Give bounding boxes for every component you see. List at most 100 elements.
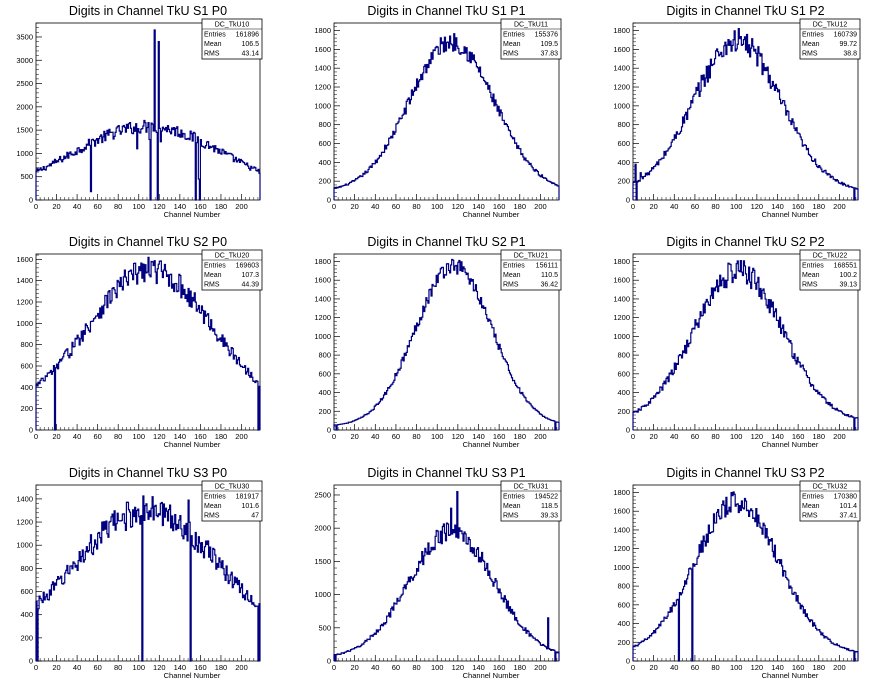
y-tick-label: 0 bbox=[626, 657, 630, 666]
plot-frame bbox=[333, 484, 560, 662]
stats-label: Entries bbox=[503, 32, 525, 39]
stats-label: RMS bbox=[503, 513, 519, 520]
stats-value: 110.5 bbox=[541, 272, 558, 279]
x-tick-label: 180 bbox=[813, 663, 826, 672]
panel-title: Digits in Channel TkU S3 P0 bbox=[69, 466, 227, 480]
y-tick-label: 1800 bbox=[314, 26, 331, 35]
stats-name: DC_TkU22 bbox=[813, 253, 848, 260]
stats-label: RMS bbox=[802, 282, 818, 289]
y-tick-label: 1600 bbox=[613, 45, 630, 54]
y-tick-label: 200 bbox=[20, 404, 33, 413]
x-tick-label: 0 bbox=[332, 663, 336, 672]
y-tick-label: 800 bbox=[20, 340, 33, 349]
stats-label: Mean bbox=[204, 272, 222, 279]
x-tick-label: 120 bbox=[153, 202, 166, 211]
x-tick-label: 20 bbox=[52, 202, 60, 211]
x-axis-label: Channel Number bbox=[164, 210, 221, 219]
x-tick-label: 80 bbox=[114, 202, 122, 211]
x-tick-label: 80 bbox=[711, 202, 719, 211]
y-tick-label: 800 bbox=[318, 120, 331, 129]
y-tick-label: 1000 bbox=[314, 590, 331, 599]
stats-name: DC_TkU11 bbox=[514, 22, 548, 29]
x-tick-label: 0 bbox=[332, 432, 336, 441]
y-tick-label: 1000 bbox=[16, 541, 33, 550]
stats-value: 101.6 bbox=[241, 503, 259, 510]
y-tick-label: 3500 bbox=[16, 32, 33, 41]
y-tick-label: 0 bbox=[327, 196, 331, 205]
x-tick-label: 40 bbox=[670, 432, 678, 441]
x-tick-label: 200 bbox=[235, 663, 248, 672]
y-tick-label: 500 bbox=[20, 172, 33, 181]
x-axis-label: Channel Number bbox=[164, 440, 221, 449]
x-tick-label: 0 bbox=[34, 202, 38, 211]
y-tick-label: 400 bbox=[617, 158, 630, 167]
y-tick-label: 1800 bbox=[314, 257, 331, 266]
stats-value: 99.72 bbox=[839, 41, 857, 48]
histogram-panel: Digits in Channel TkU S2 P2 0 20 40 60 80 100 1… bbox=[613, 235, 861, 449]
x-tick-label: 100 bbox=[132, 663, 145, 672]
x-tick-label: 40 bbox=[371, 663, 379, 672]
stats-label: Mean bbox=[503, 503, 521, 510]
x-tick-label: 120 bbox=[153, 663, 166, 672]
x-tick-label: 120 bbox=[751, 663, 764, 672]
x-tick-label: 140 bbox=[174, 202, 187, 211]
x-tick-label: 20 bbox=[649, 432, 657, 441]
x-axis-label: Channel Number bbox=[762, 210, 819, 219]
y-tick-label: 600 bbox=[617, 139, 630, 148]
histogram-line bbox=[632, 28, 859, 201]
x-tick-label: 200 bbox=[235, 202, 248, 211]
stats-label: Mean bbox=[802, 503, 820, 510]
x-tick-label: 140 bbox=[174, 663, 187, 672]
x-axis-label: Channel Number bbox=[164, 671, 221, 680]
y-tick-label: 200 bbox=[20, 633, 33, 642]
histogram-panel: Digits in Channel TkU S2 P0 0 20 40 60 80 100 1… bbox=[16, 235, 263, 449]
x-tick-label: 40 bbox=[670, 663, 678, 672]
plot-frame bbox=[333, 22, 560, 201]
stats-label: RMS bbox=[204, 513, 220, 520]
x-tick-label: 80 bbox=[114, 663, 122, 672]
y-tick-label: 200 bbox=[318, 407, 331, 416]
y-tick-label: 1400 bbox=[613, 64, 630, 73]
stats-name: DC_TkU31 bbox=[514, 484, 549, 491]
histogram-panel: Digits in Channel TkU S1 P1 0 20 40 60 80 100 1… bbox=[314, 4, 562, 219]
y-tick-label: 1200 bbox=[613, 313, 630, 322]
x-tick-label: 60 bbox=[93, 202, 101, 211]
y-tick-label: 2000 bbox=[314, 524, 331, 533]
y-tick-label: 1400 bbox=[613, 525, 630, 534]
y-tick-label: 400 bbox=[617, 388, 630, 397]
x-tick-label: 120 bbox=[452, 202, 465, 211]
stats-label: Mean bbox=[503, 272, 521, 279]
x-tick-label: 60 bbox=[691, 202, 699, 211]
x-tick-label: 40 bbox=[371, 202, 379, 211]
x-tick-label: 80 bbox=[412, 202, 420, 211]
x-tick-label: 100 bbox=[431, 202, 444, 211]
y-tick-label: 200 bbox=[617, 638, 630, 647]
histogram-panel: Digits in Channel TkU S3 P1 0 20 40 60 80 100 1… bbox=[314, 466, 562, 680]
x-tick-label: 200 bbox=[534, 432, 547, 441]
y-tick-label: 3000 bbox=[16, 56, 33, 65]
stats-value: 155376 bbox=[535, 32, 558, 39]
histogram-line bbox=[35, 29, 261, 201]
y-tick-label: 1800 bbox=[613, 257, 630, 266]
stats-name: DC_TkU10 bbox=[215, 22, 250, 29]
stats-box bbox=[799, 480, 861, 522]
x-tick-label: 0 bbox=[631, 202, 635, 211]
panel-title: Digits in Channel TkU S1 P1 bbox=[367, 4, 525, 18]
x-tick-label: 160 bbox=[493, 432, 506, 441]
x-tick-label: 40 bbox=[371, 432, 379, 441]
stats-value: 107.3 bbox=[241, 272, 259, 279]
x-tick-label: 200 bbox=[235, 432, 248, 441]
histogram-line bbox=[632, 491, 859, 662]
y-tick-label: 1500 bbox=[314, 557, 331, 566]
stats-value: 160739 bbox=[834, 32, 857, 39]
x-tick-label: 0 bbox=[332, 202, 336, 211]
y-tick-label: 1200 bbox=[16, 518, 33, 527]
x-tick-label: 160 bbox=[792, 432, 805, 441]
x-tick-label: 0 bbox=[34, 663, 38, 672]
stats-value: 47 bbox=[251, 513, 259, 520]
y-tick-label: 200 bbox=[617, 407, 630, 416]
stats-box bbox=[500, 249, 562, 291]
panel-title: Digits in Channel TkU S2 P1 bbox=[367, 235, 525, 249]
stats-label: Mean bbox=[204, 41, 222, 48]
